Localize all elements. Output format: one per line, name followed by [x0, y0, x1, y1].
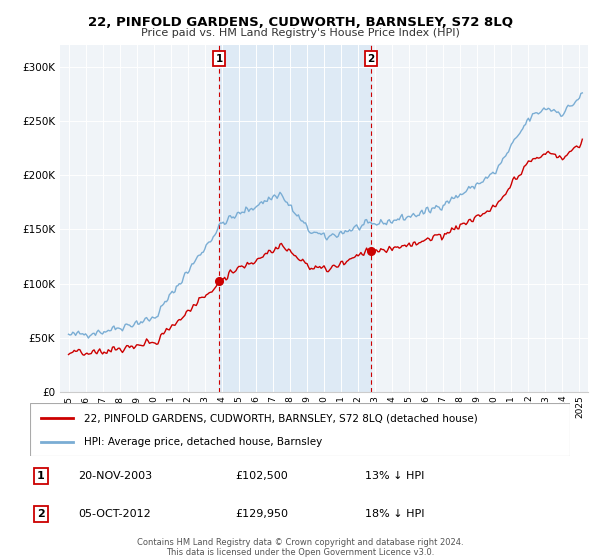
Text: 2: 2 [37, 508, 44, 519]
Text: 18% ↓ HPI: 18% ↓ HPI [365, 508, 424, 519]
Text: Contains HM Land Registry data © Crown copyright and database right 2024.
This d: Contains HM Land Registry data © Crown c… [137, 538, 463, 557]
Text: 05-OCT-2012: 05-OCT-2012 [79, 508, 151, 519]
Text: 2: 2 [367, 54, 374, 64]
Text: £129,950: £129,950 [235, 508, 288, 519]
Text: 1: 1 [37, 471, 44, 481]
Bar [219, 45, 371, 392]
Text: 13% ↓ HPI: 13% ↓ HPI [365, 471, 424, 481]
Text: 22, PINFOLD GARDENS, CUDWORTH, BARNSLEY, S72 8LQ: 22, PINFOLD GARDENS, CUDWORTH, BARNSLEY,… [88, 16, 512, 29]
Text: Price paid vs. HM Land Registry's House Price Index (HPI): Price paid vs. HM Land Registry's House … [140, 28, 460, 38]
FancyBboxPatch shape [30, 403, 570, 456]
Text: 22, PINFOLD GARDENS, CUDWORTH, BARNSLEY, S72 8LQ (detached house): 22, PINFOLD GARDENS, CUDWORTH, BARNSLEY,… [84, 413, 478, 423]
Text: HPI: Average price, detached house, Barnsley: HPI: Average price, detached house, Barn… [84, 436, 322, 446]
Text: £102,500: £102,500 [235, 471, 288, 481]
Text: 1: 1 [215, 54, 223, 64]
Text: 20-NOV-2003: 20-NOV-2003 [79, 471, 153, 481]
